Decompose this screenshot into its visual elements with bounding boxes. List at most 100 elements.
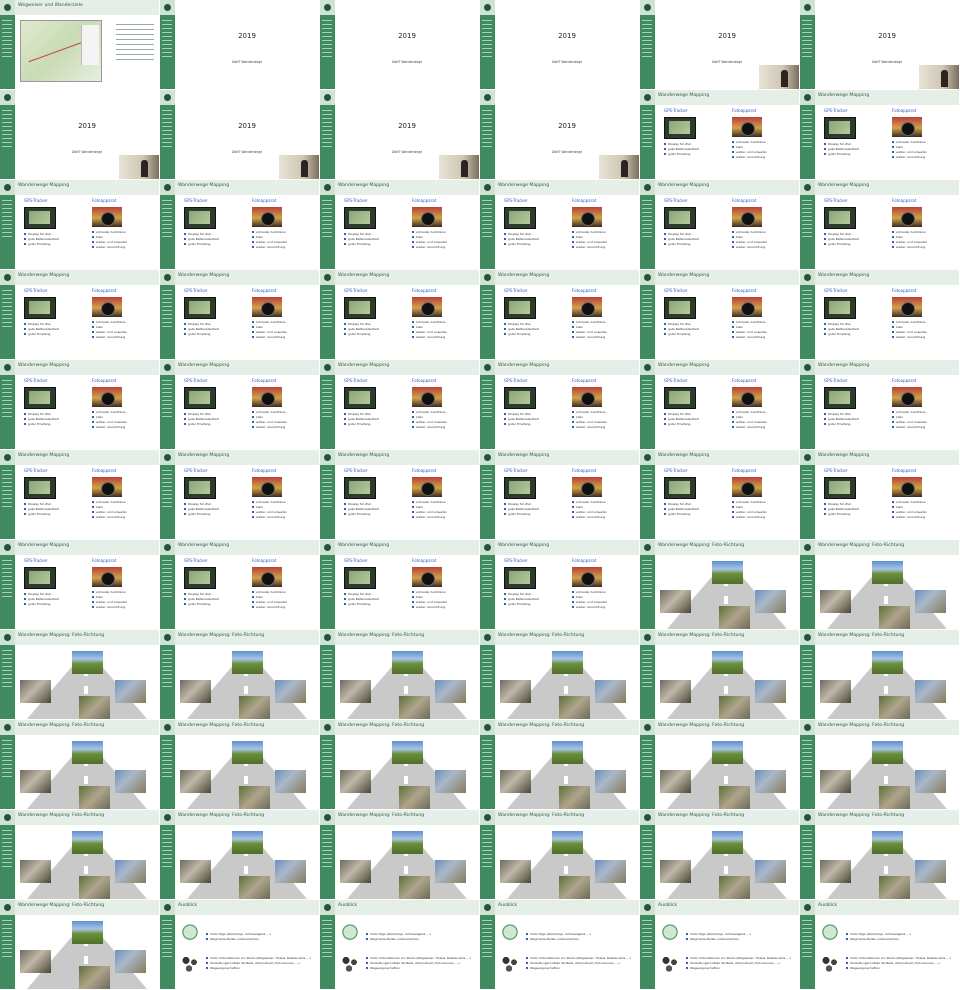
slide-thumbnail[interactable]: Wanderwege Mapping: Foto-Richtung [320,720,479,809]
slide-sidebar [640,180,655,269]
slide-thumbnail[interactable]: Wanderwege Mapping: Foto-Richtung [480,810,639,899]
slide-thumbnail[interactable]: Wanderwege Mapping GPS-Tracker Display für… [160,540,319,629]
sidebar-toc-line [2,928,12,929]
slide-thumbnail[interactable]: Wanderwege Mapping GPS-Tracker Display für… [640,90,799,179]
slide-header: Wanderwege Mapping [655,450,799,465]
sidebar-toc-line [322,490,332,491]
road-dash [564,686,568,694]
slide-thumbnail[interactable]: 2019 LWdT Wanderwege [480,90,639,179]
bullet-item: guter Empfang [664,422,719,427]
slide-thumbnail[interactable]: Wanderwege Mapping: Foto-Richtung [160,720,319,809]
slide-thumbnail[interactable]: Wanderwege Mapping: Foto-Richtung [800,630,959,719]
slide-thumbnail[interactable]: Wanderwege Mapping GPS-Tracker Display für… [320,540,479,629]
slide-thumbnail[interactable]: Wanderwege Mapping GPS-Tracker Display für… [800,180,959,269]
slide-thumbnail[interactable]: Wanderwege Mapping GPS-Tracker Display für… [320,180,479,269]
slide-thumbnail[interactable]: Wanderwege Mapping GPS-Tracker Display für… [160,450,319,539]
slide-thumbnail[interactable]: Wanderwege Mapping GPS-Tracker Display für… [320,270,479,359]
sidebar-toc-line [322,568,332,569]
sidebar-toc-line [322,498,332,499]
sidebar-toc-line [2,212,12,213]
slide-thumbnail[interactable]: Wanderwege Mapping: Foto-Richtung [640,630,799,719]
slide-thumbnail[interactable]: Wanderwege Mapping GPS-Tracker Display für… [0,180,159,269]
slide-thumbnail[interactable]: 2019 LWdT Wanderwege [480,0,639,89]
slide-thumbnail[interactable]: Ausblick mehr Tags (Routentyp, Schwierigk… [480,900,639,989]
slide-thumbnail[interactable]: Wanderwege Mapping GPS-Tracker Display für… [0,540,159,629]
slide-thumbnail[interactable]: Ausblick mehr Tags (Routentyp, Schwierigk… [320,900,479,989]
slide-header: Wanderwege Mapping [335,270,479,285]
slide-thumbnail[interactable]: Wanderwege Mapping: Foto-Richtung [640,720,799,809]
sidebar-toc-line [482,650,492,651]
slide-thumbnail[interactable]: Wanderwege Mapping: Foto-Richtung [800,810,959,899]
slide-thumbnail[interactable]: Wanderwege Mapping GPS-Tracker Display für… [480,360,639,449]
slide-thumbnail[interactable]: Wanderwege Mapping GPS-Tracker Display für… [640,360,799,449]
slide-thumbnail[interactable]: Wanderwege Mapping GPS-Tracker Display für… [640,270,799,359]
sidebar-toc-line [2,20,12,21]
slide-thumbnail[interactable]: Wanderwege Mapping: Foto-Richtung [0,720,159,809]
slide-thumbnail[interactable]: Wanderwege Mapping: Foto-Richtung [640,540,799,629]
slide-thumbnail[interactable]: 2019 LWdT Wanderwege [0,90,159,179]
slide-thumbnail[interactable]: Wanderwege Mapping GPS-Tracker Display für… [320,450,479,539]
slide-thumbnail[interactable]: Wegweiser und Wanderziele [0,0,159,89]
slide-thumbnail[interactable]: Wanderwege Mapping: Foto-Richtung [480,630,639,719]
slide-thumbnail[interactable]: Wanderwege Mapping GPS-Tracker Display für… [480,540,639,629]
slide-thumbnail[interactable]: Wanderwege Mapping GPS-Tracker Display für… [0,270,159,359]
slide-thumbnail[interactable]: 2019 LWdT Wanderwege [320,0,479,89]
slide-thumbnail[interactable]: Wanderwege Mapping: Foto-Richtung [480,720,639,809]
slide-thumbnail[interactable]: Wanderwege Mapping GPS-Tracker Display für… [480,180,639,269]
slide-thumbnail[interactable]: 2019 LWdT Wanderwege [320,90,479,179]
slide-thumbnail[interactable]: Wanderwege Mapping: Foto-Richtung [0,810,159,899]
slide-thumbnail[interactable]: Wanderwege Mapping GPS-Tracker Display für… [480,270,639,359]
slide-thumbnail[interactable]: 2019 LWdT Wanderwege [160,0,319,89]
logo-icon [160,180,175,195]
slide-thumbnail[interactable]: Wanderwege Mapping: Foto-Richtung [640,810,799,899]
gps-column: GPS-Tracker Display für Ziel gute Batterie… [664,108,719,157]
slide-thumbnail[interactable]: Ausblick mehr Tags (Routentyp, Schwierigk… [640,900,799,989]
slide-thumbnail[interactable]: Wanderwege Mapping GPS-Tracker Display für… [800,450,959,539]
slide-thumbnail[interactable]: Wanderwege Mapping GPS-Tracker Display für… [800,90,959,179]
logo-icon [320,720,335,735]
sidebar-toc-line [642,654,652,655]
slide-title: Wanderwege Mapping: Foto-Richtung [178,633,265,638]
sidebar-toc-line [482,208,492,209]
logo-icon [160,0,175,15]
slide-thumbnail[interactable]: Wanderwege Mapping: Foto-Richtung [320,630,479,719]
slide-thumbnail[interactable]: Wanderwege Mapping GPS-Tracker Display für… [160,360,319,449]
slide-thumbnail[interactable]: Wanderwege Mapping: Foto-Richtung [160,630,319,719]
bullet-item: schneller Autofokus [732,230,787,235]
slide-thumbnail[interactable]: Wanderwege Mapping: Foto-Richtung [800,720,959,809]
slide-thumbnail[interactable]: Wanderwege Mapping GPS-Tracker Display für… [640,450,799,539]
slide-thumbnail[interactable]: Ausblick mehr Tags (Routentyp, Schwierigk… [160,900,319,989]
slide-thumbnail[interactable]: Wanderwege Mapping GPS-Tracker Display für… [0,450,159,539]
slide-thumbnail[interactable]: Wanderwege Mapping: Foto-Richtung [320,810,479,899]
slide-thumbnail[interactable]: 2019 LWdT Wanderwege [800,0,959,89]
slide-thumbnail[interactable]: Wanderwege Mapping: Foto-Richtung [800,540,959,629]
sidebar-toc-line [322,142,332,143]
slide-thumbnail[interactable]: Wanderwege Mapping: Foto-Richtung [0,900,159,989]
slide-thumbnail[interactable]: 2019 LWdT Wanderwege [640,0,799,89]
sidebar-toc-line [322,224,332,225]
sidebar-toc-line [482,482,492,483]
slide-thumbnail[interactable]: Wanderwege Mapping GPS-Tracker Display für… [640,180,799,269]
slide-thumbnail[interactable]: Wanderwege Mapping GPS-Tracker Display für… [800,360,959,449]
slide-thumbnail[interactable]: Wanderwege Mapping: Foto-Richtung [160,810,319,899]
slide-thumbnail[interactable]: Ausblick mehr Tags (Routentyp, Schwierigk… [800,900,959,989]
camera-column: Fotoapparat schneller Autofokus klein weite… [252,198,307,250]
slide-thumbnail[interactable]: Wanderwege Mapping GPS-Tracker Display für… [800,270,959,359]
slide-thumbnail[interactable]: Wanderwege Mapping GPS-Tracker Display für… [320,360,479,449]
slide-thumbnail[interactable]: Wanderwege Mapping GPS-Tracker Display für… [160,180,319,269]
slide-thumbnail[interactable]: Wanderwege Mapping GPS-Tracker Display für… [0,360,159,449]
slide-thumbnail[interactable]: Wanderwege Mapping GPS-Tracker Display für… [480,450,639,539]
slide-sidebar [640,540,655,629]
sidebar-toc-line [482,560,492,561]
sidebar-toc-line [642,314,652,315]
slide-thumbnail[interactable]: 2019 LWdT Wanderwege [160,90,319,179]
logo-icon [800,810,815,825]
sidebar-toc-line [162,130,172,131]
slide-thumbnail[interactable]: Wanderwege Mapping: Foto-Richtung [0,630,159,719]
bullet-item: weiter- und enweitei [252,240,307,245]
bullet-item: schneller Autofokus [412,500,467,505]
photo-right [115,680,146,703]
slide-thumbnail[interactable]: Wanderwege Mapping GPS-Tracker Display für… [160,270,319,359]
sidebar-toc-line [482,658,492,659]
bullet-item: weiter: Ausrichtung [732,245,787,250]
